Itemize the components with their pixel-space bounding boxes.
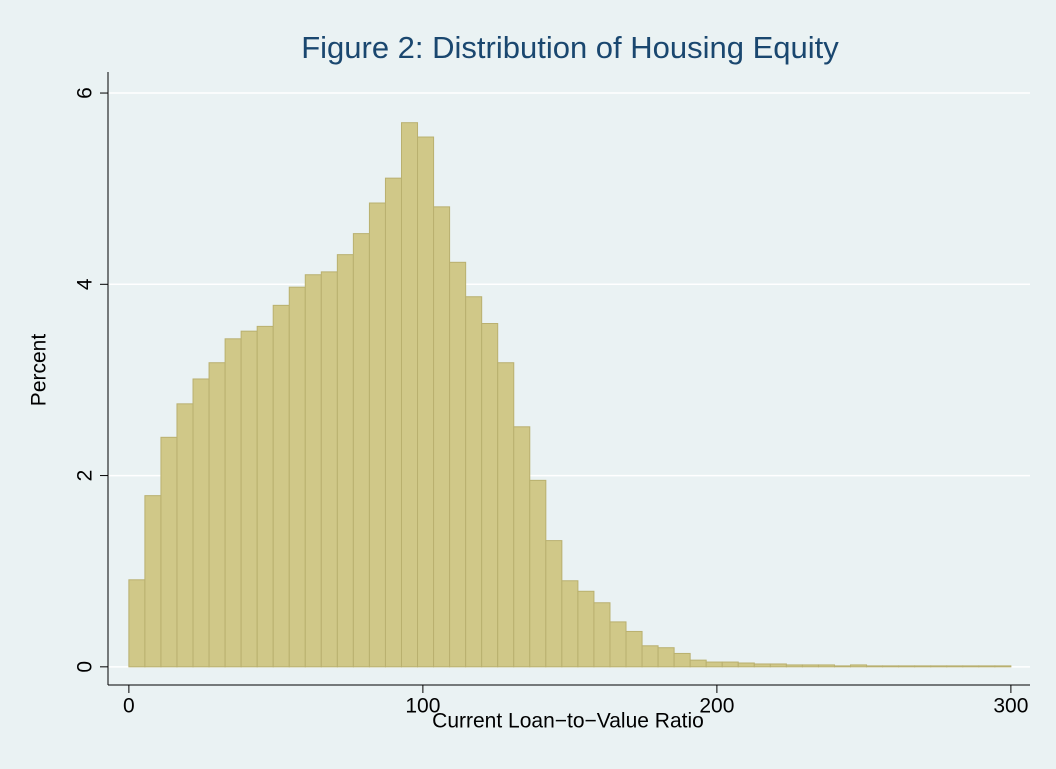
x-tick-label: 300 [993, 695, 1028, 718]
x-tick-label: 100 [405, 695, 440, 718]
bar [529, 479, 547, 668]
bar [256, 325, 274, 668]
bar [176, 403, 194, 668]
y-tick-label: 0 [74, 661, 97, 673]
bar [497, 362, 515, 668]
bar [208, 362, 226, 668]
bar [417, 136, 435, 668]
bar [384, 177, 403, 668]
y-tick-label: 6 [74, 87, 97, 99]
bar [561, 580, 579, 668]
bar [689, 659, 707, 668]
x-tick-label: 200 [699, 695, 734, 718]
bar [898, 665, 916, 668]
bar [625, 630, 643, 668]
bar [817, 664, 835, 668]
bar [753, 663, 771, 668]
bar [705, 661, 723, 668]
y-tick-label: 4 [74, 278, 97, 290]
bar [513, 426, 531, 668]
bar [128, 579, 146, 668]
bar [609, 621, 627, 668]
bar [481, 323, 499, 668]
bar [288, 286, 306, 668]
bar [673, 652, 691, 668]
y-tick-label: 2 [74, 470, 97, 482]
bar [769, 663, 787, 668]
bar [336, 254, 354, 668]
bar [449, 261, 467, 668]
bar [850, 664, 868, 668]
bar [994, 665, 1012, 668]
bar [144, 495, 162, 668]
bar [833, 665, 852, 668]
bar [577, 590, 595, 668]
bar [914, 665, 932, 668]
bar [433, 206, 451, 668]
bar [593, 602, 611, 668]
bar [320, 271, 338, 668]
bar [657, 647, 675, 668]
bar [641, 645, 659, 668]
x-axis-label: Current Loan−to−Value Ratio [432, 710, 704, 733]
bar [737, 662, 755, 668]
x-tick-label: 0 [123, 695, 135, 718]
bar [192, 378, 210, 668]
bar [368, 202, 386, 668]
bar [304, 274, 322, 668]
bar [930, 665, 948, 668]
bar [240, 330, 258, 668]
bar [160, 436, 178, 668]
bar [352, 233, 370, 668]
bar [978, 665, 996, 668]
y-axis-label: Percent [28, 334, 51, 407]
bar [801, 664, 819, 668]
bar [866, 665, 884, 668]
bar [946, 665, 964, 668]
bar [272, 304, 290, 668]
bar [545, 540, 563, 668]
chart-title: Figure 2: Distribution of Housing Equity [301, 30, 839, 65]
bar [785, 664, 803, 668]
bar [882, 665, 900, 668]
bar [401, 122, 419, 668]
bar [224, 338, 242, 668]
bar [721, 661, 739, 668]
bar [962, 665, 980, 668]
bar [465, 296, 483, 668]
